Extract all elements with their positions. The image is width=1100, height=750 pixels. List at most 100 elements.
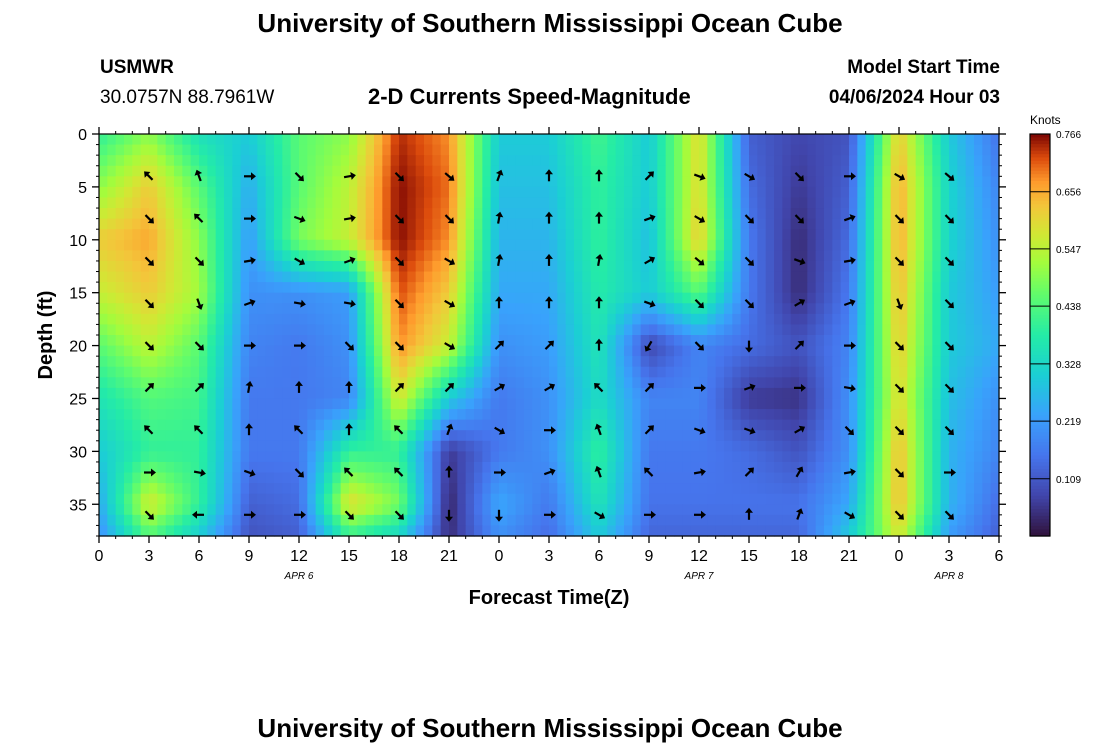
heatmap-cell xyxy=(157,134,167,146)
heatmap-cell xyxy=(182,250,192,262)
current-arrow xyxy=(243,298,256,307)
heatmap-cell xyxy=(965,504,975,516)
heatmap-cell xyxy=(765,461,775,474)
heatmap-cell xyxy=(449,155,458,167)
x-axis: 0 3 6 9 12 15 18 21 0 3 6 9 12 15 18 21 0 3 6 xyxy=(95,127,1004,565)
heatmap-cell xyxy=(265,250,275,262)
heatmap-cell xyxy=(224,165,233,177)
heatmap-cell xyxy=(349,186,358,199)
heatmap-cell xyxy=(132,345,142,357)
heatmap-cell xyxy=(382,282,392,294)
heatmap-cell xyxy=(490,303,500,315)
heatmap-cell xyxy=(599,514,608,527)
heatmap-cell xyxy=(424,451,433,463)
heatmap-cell xyxy=(624,229,633,241)
heatmap-cell xyxy=(690,218,700,230)
heatmap-cell xyxy=(982,419,992,431)
heatmap-cell xyxy=(332,472,342,484)
heatmap-cell xyxy=(549,197,558,209)
heatmap-cell xyxy=(215,324,225,336)
heatmap-cell xyxy=(540,345,550,357)
heatmap-cell xyxy=(474,144,483,156)
heatmap-cell xyxy=(815,155,825,167)
heatmap-cell xyxy=(99,387,108,400)
colorbar-segment xyxy=(1030,314,1050,319)
heatmap-cell xyxy=(807,208,817,220)
heatmap-cell xyxy=(990,260,1000,273)
heatmap-cell xyxy=(340,409,350,421)
heatmap-cell xyxy=(724,282,733,294)
heatmap-cell xyxy=(674,504,683,516)
heatmap-cell xyxy=(574,197,583,209)
heatmap-cell xyxy=(265,176,275,188)
colorbar-segment xyxy=(1030,264,1050,269)
heatmap-cell xyxy=(840,377,850,389)
heatmap-cell xyxy=(215,176,225,188)
x-tick-label: 21 xyxy=(840,548,858,565)
heatmap-cell xyxy=(199,155,208,167)
heatmap-cell xyxy=(874,419,883,431)
heatmap-cell xyxy=(107,250,117,262)
heatmap-cell xyxy=(224,250,233,262)
heatmap-cell xyxy=(574,176,583,188)
heatmap-cell xyxy=(257,493,267,505)
heatmap-cell xyxy=(982,303,992,315)
heatmap-cell xyxy=(757,356,767,368)
current-arrow xyxy=(245,423,253,436)
heatmap-cell xyxy=(265,271,275,283)
colorbar-segment xyxy=(1030,495,1050,500)
heatmap-cell xyxy=(365,165,375,177)
colorbar-segment xyxy=(1030,164,1050,169)
current-arrow xyxy=(744,214,754,224)
heatmap-cell xyxy=(832,430,842,442)
heatmap-cell xyxy=(990,282,1000,294)
heatmap-cell xyxy=(449,239,458,251)
heatmap-cell xyxy=(465,324,475,336)
current-arrow xyxy=(193,468,206,477)
heatmap-cell xyxy=(449,303,458,315)
heatmap-cell xyxy=(640,271,650,283)
heatmap-cell xyxy=(340,229,350,241)
colorbar-tick-label: 0.766 xyxy=(1056,130,1081,141)
heatmap-cell xyxy=(590,356,600,368)
heatmap-cell xyxy=(132,218,142,230)
heatmap-cell xyxy=(274,229,283,241)
heatmap-cell xyxy=(149,409,158,421)
heatmap-cell xyxy=(99,282,108,294)
heatmap-cell xyxy=(757,250,767,262)
heatmap-cell xyxy=(124,303,133,315)
heatmap-cell xyxy=(832,514,842,527)
current-arrow xyxy=(944,425,954,436)
heatmap-cell xyxy=(990,218,1000,230)
heatmap-cell xyxy=(624,165,633,177)
heatmap-cell xyxy=(457,303,467,315)
heatmap-cell xyxy=(349,430,358,442)
heatmap-cell xyxy=(949,282,958,294)
heatmap-cell xyxy=(324,377,333,389)
heatmap-cell xyxy=(257,186,267,199)
heatmap-cell xyxy=(724,260,733,273)
heatmap-cell xyxy=(315,155,325,167)
heatmap-cell xyxy=(632,525,642,537)
heatmap-cell xyxy=(699,356,708,368)
heatmap-cell xyxy=(457,229,467,241)
heatmap-cell xyxy=(965,250,975,262)
heatmap-cell xyxy=(832,451,842,463)
heatmap-cell xyxy=(982,356,992,368)
heatmap-cell xyxy=(474,493,483,505)
heatmap-cell xyxy=(715,303,725,315)
current-arrow xyxy=(894,383,904,393)
heatmap-cell xyxy=(190,483,200,495)
heatmap-cell xyxy=(907,472,917,484)
heatmap-cell xyxy=(957,165,967,177)
heatmap-cell xyxy=(115,271,125,283)
heatmap-cell xyxy=(890,250,900,262)
heatmap-cell xyxy=(540,409,550,421)
heatmap-cell xyxy=(382,250,392,262)
heatmap-cell xyxy=(607,514,617,527)
heatmap-cell xyxy=(140,419,150,431)
current-arrow xyxy=(494,340,504,350)
heatmap-cell xyxy=(965,430,975,442)
heatmap-cell xyxy=(657,451,667,463)
heatmap-cell xyxy=(299,271,308,283)
